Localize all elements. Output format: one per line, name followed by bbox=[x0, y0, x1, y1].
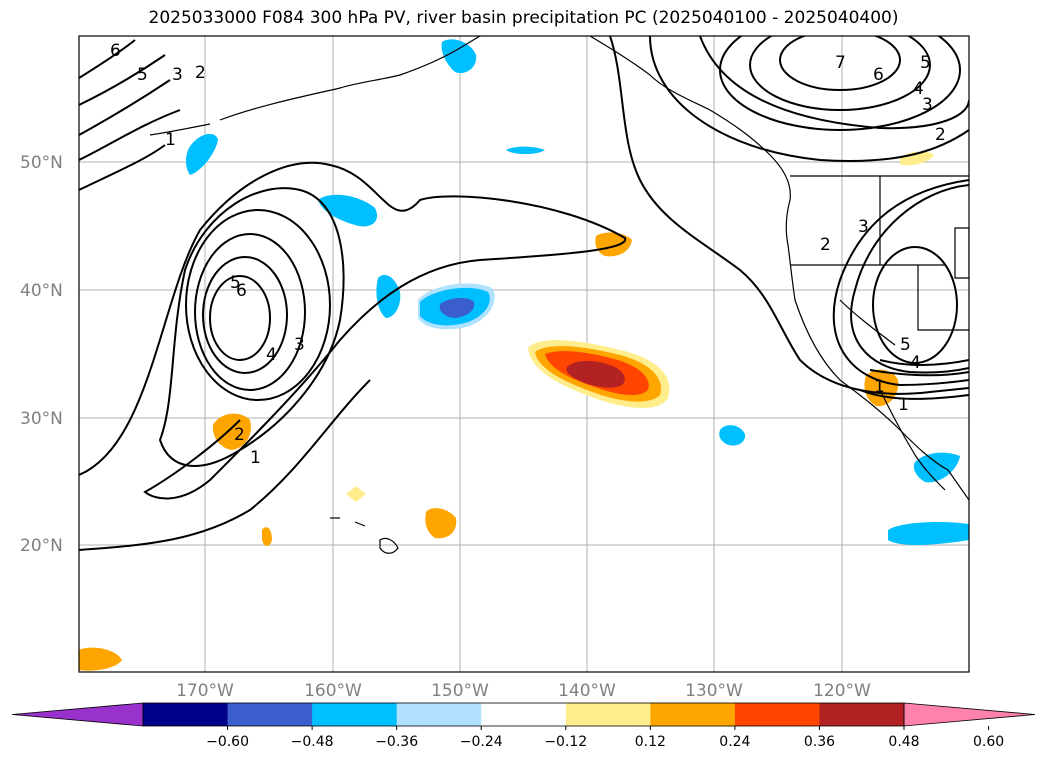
svg-text:4: 4 bbox=[266, 345, 277, 365]
svg-text:160°W: 160°W bbox=[304, 681, 362, 701]
svg-text:5: 5 bbox=[137, 65, 148, 85]
svg-text:7: 7 bbox=[835, 53, 846, 73]
colorbar-outline bbox=[142, 702, 905, 727]
svg-text:1: 1 bbox=[165, 130, 176, 150]
svg-text:1: 1 bbox=[898, 395, 909, 415]
svg-text:1: 1 bbox=[874, 377, 885, 397]
svg-text:40°N: 40°N bbox=[20, 281, 63, 301]
colorbar-tick-label: 0.60 bbox=[973, 734, 1004, 750]
map-title: 2025033000 F084 300 hPa PV, river basin … bbox=[148, 8, 899, 28]
colorbar-tick-label: 0.12 bbox=[635, 734, 666, 750]
svg-text:2: 2 bbox=[234, 425, 245, 445]
colorbar-swatch bbox=[481, 703, 567, 726]
colorbar-tick-label: −0.24 bbox=[460, 734, 503, 750]
lon-labels: 170°W 160°W 150°W 140°W 130°W 120°W bbox=[176, 681, 871, 701]
colorbar-swatch bbox=[819, 703, 905, 726]
colorbar-swatch bbox=[565, 703, 651, 726]
colorbar-tick-label: 0.36 bbox=[804, 734, 835, 750]
svg-text:3: 3 bbox=[922, 95, 933, 115]
lat-labels: 50°N 40°N 30°N 20°N bbox=[20, 153, 63, 556]
precip-shading bbox=[79, 39, 969, 671]
svg-text:2: 2 bbox=[935, 125, 946, 145]
map-frame bbox=[79, 36, 969, 672]
colorbar-tick-label: −0.12 bbox=[544, 734, 587, 750]
svg-text:1: 1 bbox=[250, 448, 261, 468]
svg-text:3: 3 bbox=[858, 217, 869, 237]
svg-text:50°N: 50°N bbox=[20, 153, 63, 173]
colorbar-tick-label: −0.36 bbox=[375, 734, 418, 750]
svg-text:120°W: 120°W bbox=[813, 681, 871, 701]
colorbar-tick-label: 0.24 bbox=[719, 734, 750, 750]
svg-text:170°W: 170°W bbox=[176, 681, 234, 701]
colorbar-swatch bbox=[312, 703, 398, 726]
coastlines bbox=[149, 36, 969, 554]
pv-contours bbox=[79, 36, 969, 551]
colorbar-swatch bbox=[650, 703, 736, 726]
colorbar-tick-label: −0.60 bbox=[206, 734, 249, 750]
contour-labels: 5 6 4 3 2 1 1 6 5 3 2 7 6 5 4 3 2 2 3 5 … bbox=[110, 41, 946, 468]
colorbar-tick-label: −0.48 bbox=[291, 734, 334, 750]
svg-text:2: 2 bbox=[820, 235, 831, 255]
colorbar-extend-low bbox=[11, 702, 144, 727]
colorbar: −0.60 −0.48 −0.36 −0.24 −0.12 0.12 0.24 0.36 0.4… bbox=[11, 702, 1036, 750]
svg-text:2: 2 bbox=[195, 63, 206, 83]
svg-text:5: 5 bbox=[230, 273, 241, 293]
svg-text:150°W: 150°W bbox=[431, 681, 489, 701]
svg-text:6: 6 bbox=[110, 41, 121, 61]
svg-text:4: 4 bbox=[910, 353, 921, 373]
colorbar-tick-label: 0.48 bbox=[888, 734, 919, 750]
map-border bbox=[78, 35, 970, 673]
svg-text:140°W: 140°W bbox=[558, 681, 616, 701]
svg-text:3: 3 bbox=[172, 65, 183, 85]
colorbar-swatch bbox=[143, 703, 229, 726]
svg-text:4: 4 bbox=[913, 79, 924, 99]
colorbar-swatch bbox=[227, 703, 313, 726]
svg-text:130°W: 130°W bbox=[685, 681, 743, 701]
colorbar-extend-high bbox=[903, 702, 1036, 727]
svg-text:6: 6 bbox=[873, 65, 884, 85]
colorbar-swatch bbox=[396, 703, 482, 726]
svg-text:20°N: 20°N bbox=[20, 536, 63, 556]
svg-text:5: 5 bbox=[920, 53, 931, 73]
svg-text:30°N: 30°N bbox=[20, 409, 63, 429]
svg-text:6: 6 bbox=[236, 281, 247, 301]
colorbar-swatch bbox=[734, 703, 820, 726]
svg-text:5: 5 bbox=[900, 335, 911, 355]
svg-text:3: 3 bbox=[294, 335, 305, 355]
